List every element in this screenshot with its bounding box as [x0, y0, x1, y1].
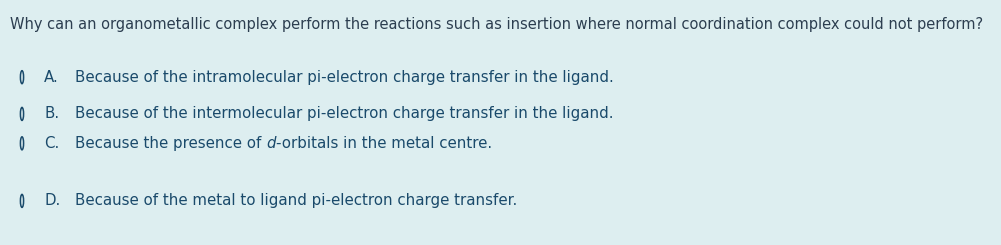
Text: Because of the intermolecular pi-electron charge transfer in the ligand.: Because of the intermolecular pi-electro… [75, 106, 614, 122]
Text: Because the presence of: Because the presence of [75, 136, 266, 151]
Text: Because of the intramolecular pi-electron charge transfer in the ligand.: Because of the intramolecular pi-electro… [75, 70, 614, 85]
Text: D.: D. [44, 193, 60, 208]
Text: A.: A. [44, 70, 59, 85]
Text: Because of the metal to ligand pi-electron charge transfer.: Because of the metal to ligand pi-electr… [75, 193, 518, 208]
Text: Why can an organometallic complex perform the reactions such as insertion where : Why can an organometallic complex perfor… [10, 17, 983, 32]
Text: d: d [266, 136, 275, 151]
Text: C.: C. [44, 136, 59, 151]
Text: -orbitals in the metal centre.: -orbitals in the metal centre. [275, 136, 491, 151]
Text: B.: B. [44, 106, 59, 122]
